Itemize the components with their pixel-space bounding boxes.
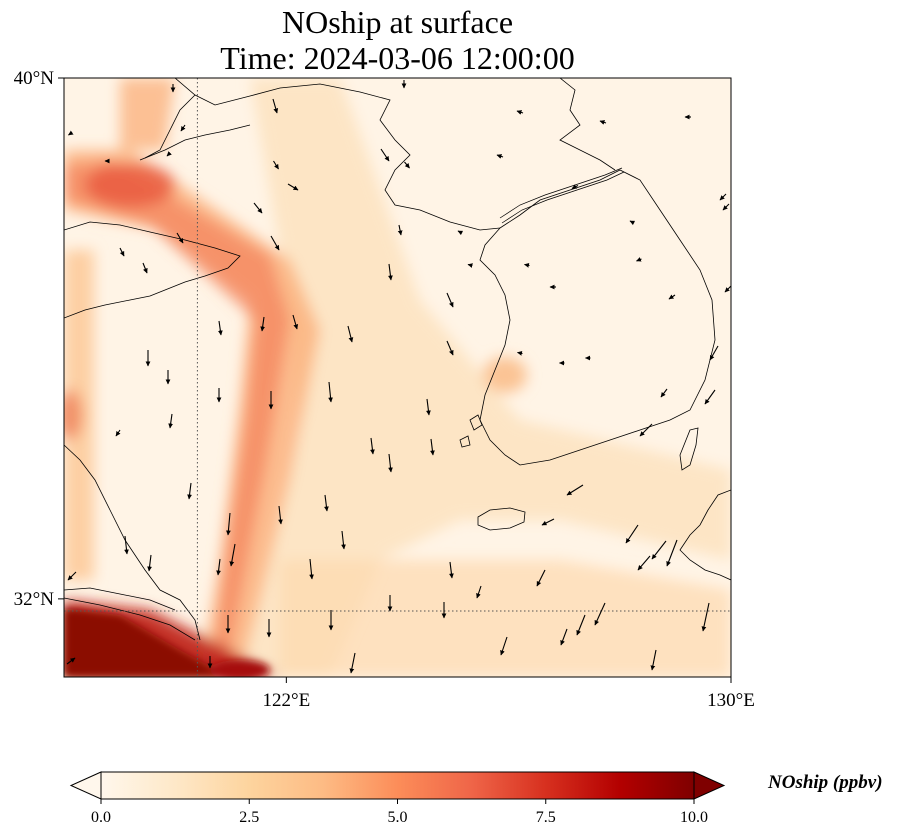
wind-arrow	[629, 220, 636, 226]
wind-arrow	[253, 202, 263, 214]
wind-arrow	[216, 558, 221, 576]
gridlines	[64, 78, 731, 677]
colorbar-tick-label: 0.0	[91, 809, 111, 826]
wind-arrow	[341, 530, 346, 550]
wind-arrow	[637, 555, 651, 571]
wind-arrow	[347, 325, 354, 343]
colorbar-ticks: 0.0 2.5 5.0 7.5 10.0	[91, 799, 708, 826]
wind-arrow	[328, 381, 333, 403]
wind-arrow	[709, 345, 719, 361]
wind-arrow	[176, 232, 184, 244]
wind-arrow	[278, 505, 283, 525]
wind-arrow	[566, 484, 584, 496]
wind-arrow	[594, 602, 606, 626]
wind-arrow	[457, 230, 464, 236]
wind-arrow	[119, 247, 125, 257]
coastlines	[64, 78, 731, 641]
wind-arrow	[287, 183, 299, 191]
wind-arrow	[388, 263, 393, 281]
wind-arrow	[226, 512, 231, 536]
map-title: NOship at surface	[281, 4, 514, 40]
wind-arrow	[180, 124, 186, 132]
wind-arrow	[272, 98, 279, 114]
concentration-field	[64, 78, 731, 677]
wind-arrow	[668, 294, 676, 300]
wind-arrow	[666, 539, 678, 567]
colorbar-tick-label: 5.0	[388, 809, 408, 826]
wind-arrow	[651, 540, 667, 560]
wind-arrow	[701, 602, 710, 632]
wind-arrow	[380, 148, 390, 162]
wind-arrow	[446, 292, 454, 308]
wind-arrow	[115, 429, 121, 437]
wind-arrow	[292, 314, 299, 330]
wind-arrow	[476, 585, 482, 599]
wind-arrow	[517, 351, 523, 356]
colorbar-tick-label: 10.0	[680, 809, 708, 826]
axis-labels: 40°N 32°N 122°E 130°E	[14, 68, 755, 711]
wind-arrow	[636, 257, 642, 262]
wind-arrow	[467, 263, 473, 268]
wind-arrow	[229, 543, 236, 567]
wind-arrow	[541, 518, 555, 526]
wind-arrow	[599, 120, 607, 125]
wind-arrow	[270, 235, 280, 251]
wind-arrow	[446, 340, 454, 356]
wind-arrow	[273, 160, 279, 170]
wind-arrow	[536, 569, 546, 587]
wind-arrow	[576, 614, 586, 636]
lat-tick-label: 32°N	[14, 589, 55, 610]
wind-arrow	[124, 535, 129, 555]
colorbar-extend-max	[693, 771, 726, 800]
wind-arrow	[516, 110, 524, 115]
colorbar-tick-label: 2.5	[239, 809, 259, 826]
wind-arrow	[724, 285, 731, 293]
axis-ticks	[58, 77, 732, 683]
wind-arrow	[187, 482, 192, 500]
wind-arrow	[650, 649, 657, 671]
wind-arrow	[500, 636, 508, 656]
wind-arrow	[496, 154, 504, 159]
wind-arrow	[722, 203, 730, 211]
wind-arrow	[370, 437, 375, 455]
colorbar-extend-min	[69, 771, 102, 800]
wind-arrow	[349, 652, 356, 674]
wind-arrow	[639, 423, 653, 437]
wind-arrow	[68, 130, 74, 136]
wind-arrow	[426, 398, 431, 416]
wind-arrow	[719, 193, 727, 201]
map-time-subtitle: Time: 2024-03-06 12:00:00	[220, 40, 575, 76]
wind-arrow	[217, 320, 223, 336]
map-frame	[63, 77, 732, 678]
lon-tick-label: 122°E	[262, 690, 310, 711]
wind-arrow	[309, 558, 314, 580]
wind-arrow	[324, 494, 329, 512]
wind-arrow	[260, 316, 266, 332]
colorbar-gradient	[101, 772, 694, 799]
colorbar-tick-label: 7.5	[536, 809, 556, 826]
wind-arrow	[704, 389, 716, 405]
wind-arrow	[524, 263, 530, 268]
wind-arrow	[449, 561, 454, 579]
wind-arrow	[168, 413, 174, 429]
colorbar: 0.0 2.5 5.0 7.5 10.0 NOship (ppbv)	[69, 771, 883, 826]
colorbar-label: NOship (ppbv)	[767, 772, 883, 793]
wind-arrow	[404, 161, 410, 169]
wind-arrow	[67, 571, 77, 581]
wind-arrow	[625, 524, 639, 544]
wind-arrow	[142, 262, 148, 274]
wind-arrow	[560, 628, 568, 646]
wind-arrow	[660, 388, 668, 398]
wind-arrow	[147, 554, 152, 572]
wind-arrow	[430, 438, 435, 456]
lat-tick-label: 40°N	[14, 68, 55, 89]
wind-vectors	[66, 80, 731, 674]
lon-tick-label: 130°E	[707, 690, 755, 711]
wind-arrow	[571, 184, 579, 189]
wind-arrow	[397, 224, 403, 236]
wind-arrow	[66, 657, 76, 665]
wind-arrow	[166, 151, 172, 157]
wind-arrow	[388, 453, 393, 473]
